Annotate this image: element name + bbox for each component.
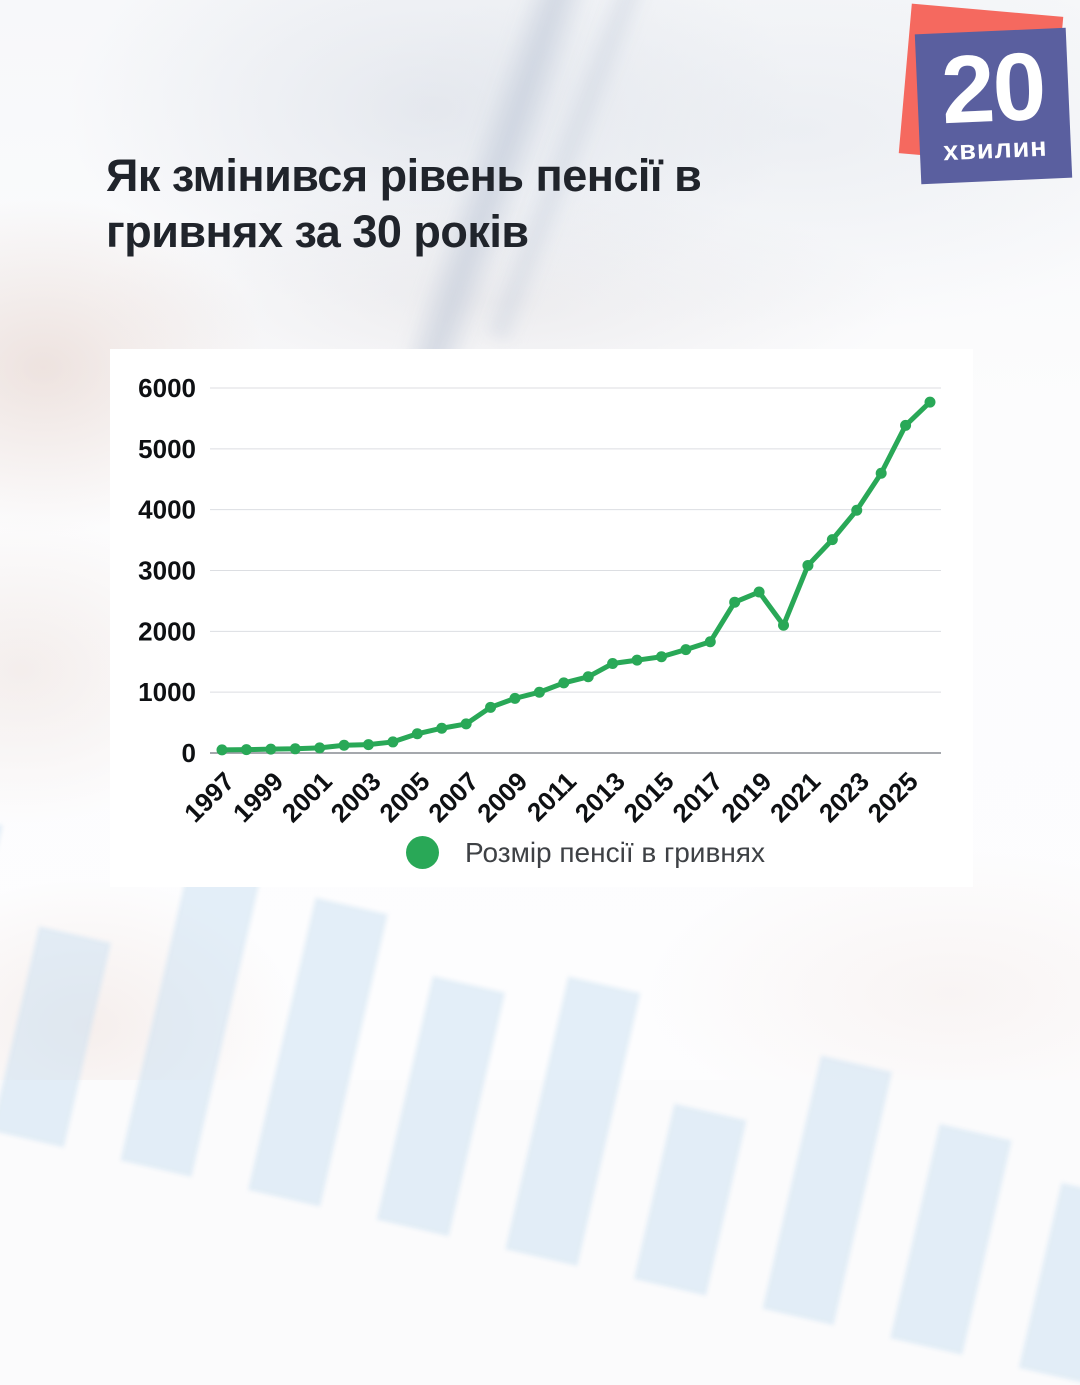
svg-text:2015: 2015 [618, 766, 680, 828]
legend-label: Розмір пенсії в гривнях [465, 836, 765, 868]
chart-legend: Розмір пенсії в гривнях [154, 836, 1017, 869]
svg-text:6000: 6000 [138, 373, 196, 403]
background-bar [376, 976, 505, 1237]
svg-text:2011: 2011 [521, 766, 582, 827]
svg-text:2003: 2003 [325, 766, 387, 828]
svg-text:5000: 5000 [138, 434, 196, 464]
title-line-2: гривнях за 30 років [106, 206, 529, 257]
logo-word: хвилин [942, 131, 1049, 167]
svg-text:2005: 2005 [373, 766, 435, 828]
svg-text:2021: 2021 [764, 766, 826, 828]
svg-text:1999: 1999 [227, 766, 289, 828]
background-bar [1018, 1182, 1080, 1385]
svg-text:1000: 1000 [138, 677, 196, 707]
svg-text:2023: 2023 [813, 766, 875, 828]
logo-front-square: 20 хвилин [914, 27, 1073, 185]
svg-text:3000: 3000 [138, 556, 196, 586]
background-bar [633, 1103, 747, 1296]
chart-card: 0 1000 2000 3000 4000 5000 6000 1997 1999 2001 200… [110, 349, 973, 887]
svg-text:2025: 2025 [862, 766, 924, 828]
legend-marker-icon [406, 836, 440, 869]
svg-text:2007: 2007 [422, 766, 484, 828]
pension-line-chart: 0100020003000400050006000199719992001200… [138, 373, 941, 828]
title-line-1: Як змінився рівень пенсії в [106, 150, 702, 201]
svg-text:2013: 2013 [569, 766, 631, 828]
background-bar [890, 1123, 1012, 1355]
background-bar [0, 926, 111, 1148]
svg-text:4000: 4000 [138, 495, 196, 525]
svg-text:2017: 2017 [666, 766, 728, 828]
svg-text:2019: 2019 [715, 766, 777, 828]
background-bar [505, 976, 641, 1266]
page-title: Як змінився рівень пенсії в гривнях за 3… [106, 148, 702, 260]
svg-text:0: 0 [182, 738, 196, 768]
background-bar [762, 1055, 893, 1326]
background-bar [0, 808, 3, 1118]
svg-text:1997: 1997 [178, 766, 240, 828]
background-bar [248, 897, 388, 1207]
svg-text:2001: 2001 [276, 766, 338, 828]
svg-text:2009: 2009 [471, 766, 533, 828]
svg-text:2000: 2000 [138, 616, 196, 646]
logo-number: 20 [939, 32, 1047, 144]
background-bar [120, 838, 267, 1178]
logo-20-khvylyn: 20 хвилин [898, 3, 1075, 185]
